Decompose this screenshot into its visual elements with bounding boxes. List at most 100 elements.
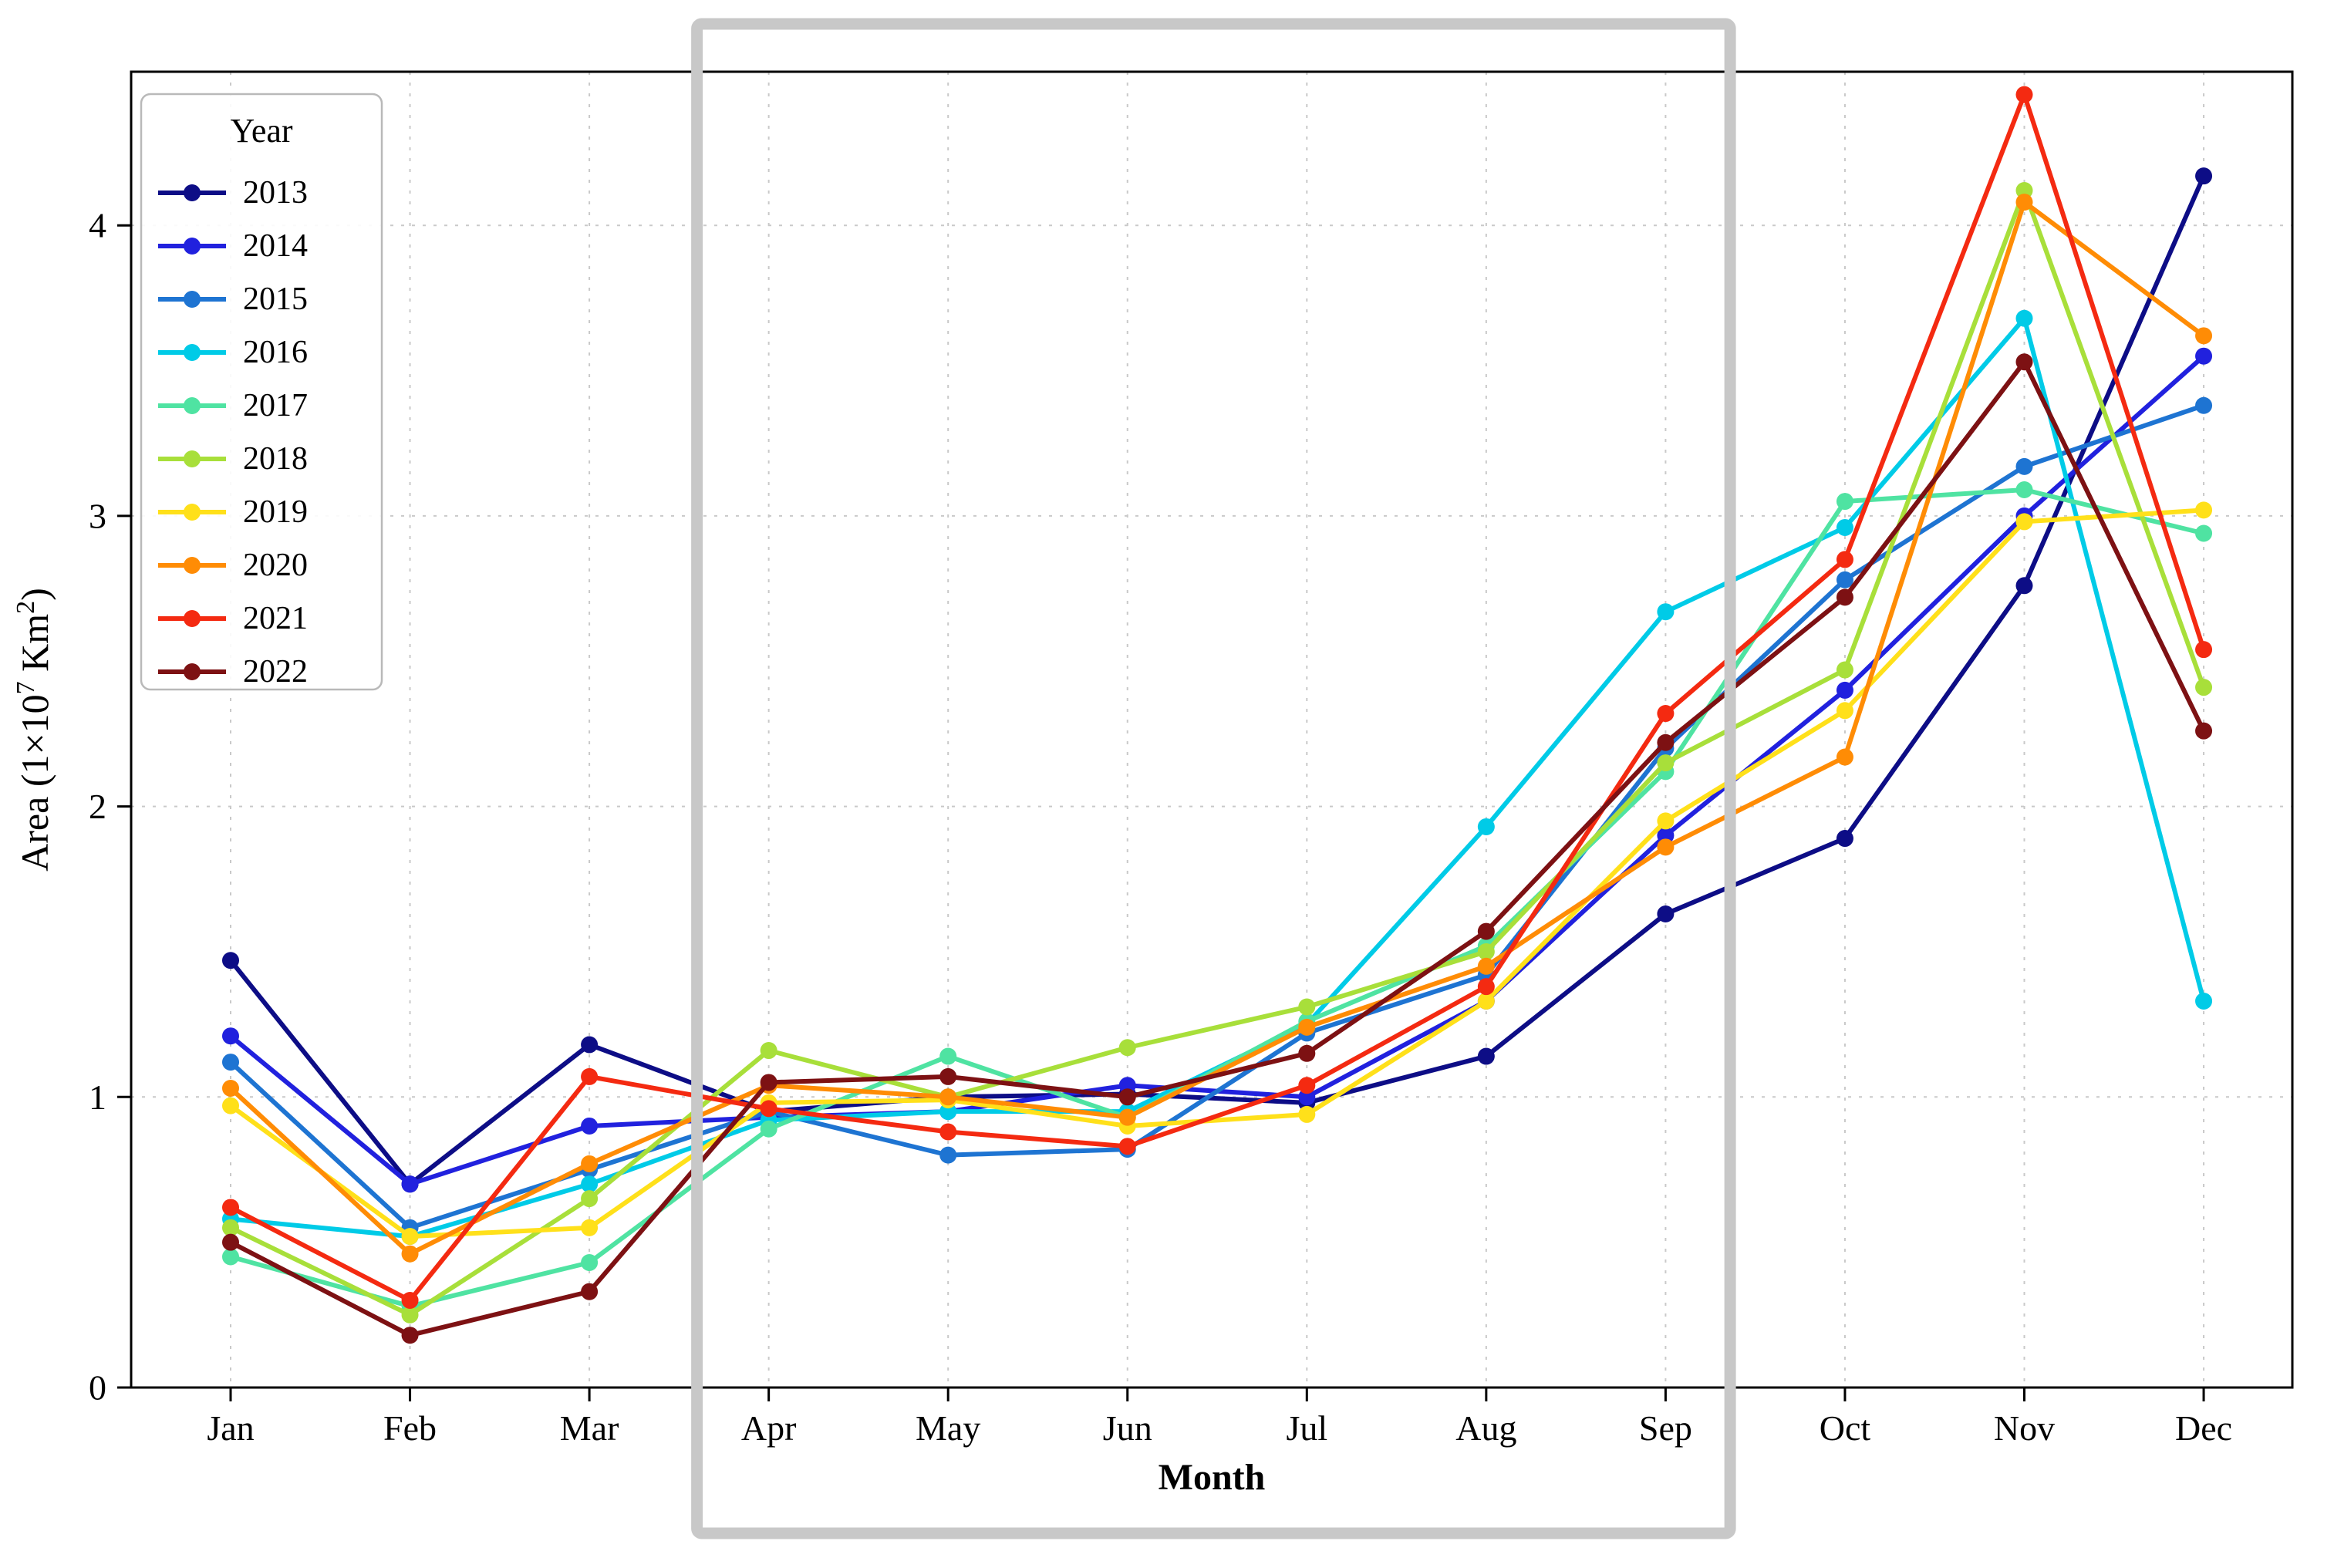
marker-2021-Oct	[1836, 551, 1853, 568]
marker-2022-Oct	[1836, 588, 1853, 606]
marker-2022-May	[939, 1067, 957, 1085]
marker-2021-Mar	[581, 1067, 599, 1085]
legend-marker	[184, 238, 201, 255]
legend-label: 2020	[243, 548, 308, 583]
series-2015	[222, 396, 2213, 1236]
legend-marker	[184, 610, 201, 627]
marker-2021-Sep	[1657, 705, 1675, 723]
legend-item-2020: 2020	[158, 548, 308, 583]
legend-label: 2017	[243, 388, 308, 423]
marker-2020-Feb	[401, 1245, 419, 1263]
marker-2019-Nov	[2015, 513, 2033, 531]
marker-2015-Dec	[2195, 396, 2213, 414]
y-tick-label: 0	[89, 1368, 106, 1408]
marker-2013-Dec	[2195, 167, 2213, 185]
marker-2021-Aug	[1477, 978, 1495, 996]
legend-marker	[184, 184, 201, 201]
legend-marker	[184, 557, 201, 574]
y-tick-label: 4	[89, 206, 106, 245]
marker-2022-Jun	[1118, 1088, 1136, 1106]
marker-2017-Apr	[760, 1120, 777, 1138]
x-tick-label: Aug	[1455, 1408, 1516, 1448]
marker-2018-Dec	[2195, 679, 2213, 696]
marker-2013-Jan	[222, 952, 239, 969]
marker-2016-Dec	[2195, 992, 2213, 1010]
marker-2018-Sep	[1657, 754, 1675, 772]
marker-2022-Jul	[1298, 1044, 1316, 1062]
legend-label: 2018	[243, 441, 308, 477]
x-tick-label: Jul	[1286, 1408, 1327, 1448]
marker-2021-May	[939, 1123, 957, 1141]
marker-2017-Oct	[1836, 493, 1853, 511]
legend-marker	[184, 397, 201, 414]
marker-2019-Mar	[581, 1219, 599, 1236]
series-2013	[222, 167, 2213, 1193]
marker-2014-Sep	[1657, 827, 1675, 845]
legend-item-2019: 2019	[158, 494, 308, 530]
grid	[131, 72, 2292, 1388]
marker-2021-Apr	[760, 1100, 777, 1118]
y-axis: 0 1 2 3 4 Area (1×107 Km2)	[12, 206, 131, 1408]
marker-2018-Jan	[222, 1219, 239, 1236]
legend-item-2017: 2017	[158, 388, 308, 423]
marker-2014-Oct	[1836, 681, 1853, 699]
marker-2016-Aug	[1477, 818, 1495, 835]
legend-item-2013: 2013	[158, 175, 308, 211]
marker-2017-Dec	[2195, 524, 2213, 542]
marker-2014-Dec	[2195, 347, 2213, 365]
series-2018	[222, 181, 2213, 1324]
marker-2021-Feb	[401, 1291, 419, 1309]
marker-2019-Jan	[222, 1097, 239, 1114]
marker-2020-Sep	[1657, 838, 1675, 856]
series-2021	[222, 86, 2213, 1309]
marker-2022-Sep	[1657, 733, 1675, 751]
y-axis-title: Area (1×107 Km2)	[12, 588, 56, 872]
legend-label: 2022	[243, 654, 308, 690]
marker-2022-Mar	[581, 1283, 599, 1300]
axes	[130, 70, 2294, 1389]
legend-marker	[184, 344, 201, 361]
x-tick-label: Feb	[383, 1408, 437, 1448]
x-tick-label: May	[916, 1408, 980, 1448]
marker-2018-Oct	[1836, 661, 1853, 679]
marker-2018-Jul	[1298, 998, 1316, 1016]
x-tick-label: Sep	[1639, 1408, 1692, 1448]
series-2022	[222, 353, 2213, 1344]
marker-2016-May	[939, 1103, 957, 1121]
marker-2016-Nov	[2015, 309, 2033, 327]
legend-marker	[184, 504, 201, 521]
marker-2020-Nov	[2015, 194, 2033, 211]
marker-2020-May	[939, 1088, 957, 1106]
legend-box	[140, 93, 383, 691]
marker-2019-Sep	[1657, 812, 1675, 830]
series-2016	[222, 309, 2213, 1246]
marker-2019-Oct	[1836, 702, 1853, 720]
legend-item-2022: 2022	[158, 654, 308, 690]
x-axis-title: Month	[1159, 1457, 1266, 1498]
marker-2015-Jan	[222, 1054, 239, 1071]
marker-2014-Jan	[222, 1027, 239, 1045]
marker-2014-Feb	[401, 1175, 419, 1193]
legend: Year 2013 2014 2015 2016 2017 2018 2019 2020 2021…	[140, 93, 383, 691]
series-2019	[222, 501, 2213, 1246]
marker-2019-Jul	[1298, 1105, 1316, 1123]
x-tick-label: Nov	[1994, 1408, 2055, 1448]
marker-2020-Jul	[1298, 1018, 1316, 1036]
marker-2021-Nov	[2015, 86, 2033, 103]
marker-2019-Dec	[2195, 501, 2213, 519]
marker-2017-Nov	[2015, 481, 2033, 498]
marker-2018-Nov	[2015, 181, 2033, 199]
x-axis: Jan Feb Mar Apr May Jun Jul Aug Sep Oct Nov Dec Mont…	[207, 1388, 2232, 1498]
marker-2015-Oct	[1836, 571, 1853, 588]
marker-2021-Dec	[2195, 641, 2213, 659]
marker-2013-Sep	[1657, 905, 1675, 922]
x-tick-label: Jun	[1103, 1408, 1152, 1448]
legend-label: 2019	[243, 494, 308, 530]
marker-2021-Jul	[1298, 1077, 1316, 1094]
marker-2020-Aug	[1477, 957, 1495, 975]
marker-2018-Feb	[401, 1306, 419, 1324]
marker-2018-Apr	[760, 1042, 777, 1060]
y-tick-label: 2	[89, 787, 106, 826]
marker-2017-May	[939, 1047, 957, 1065]
